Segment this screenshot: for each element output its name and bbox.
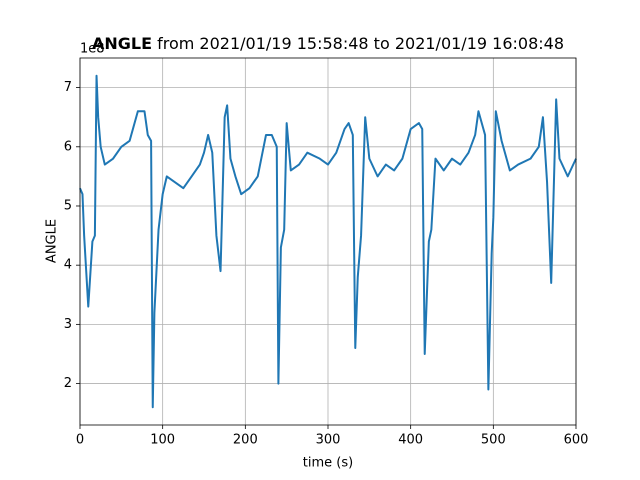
x-tick-label: 300 <box>316 433 341 448</box>
chart-title: ANGLE from 2021/01/19 15:58:48 to 2021/0… <box>92 34 564 53</box>
y-axis-label: ANGLE <box>45 219 60 263</box>
x-tick-label: 500 <box>481 433 506 448</box>
y-tick-label: 6 <box>64 139 72 154</box>
title-rest: from 2021/01/19 15:58:48 to 2021/01/19 1… <box>157 34 564 53</box>
tick-layer: 0 100 200 300 400 500 600 2 3 4 5 6 7 <box>64 80 589 447</box>
y-tick-label: 3 <box>64 317 72 332</box>
grid-layer <box>79 58 577 425</box>
x-tick-label: 600 <box>564 433 589 448</box>
x-tick-label: 400 <box>398 433 423 448</box>
plot-layer <box>79 74 577 409</box>
x-tick-label: 0 <box>76 433 84 448</box>
y-tick-label: 7 <box>64 80 72 95</box>
x-tick-label: 100 <box>150 433 175 448</box>
y-tick-label: 2 <box>64 376 72 391</box>
title-bold: ANGLE <box>92 34 152 53</box>
y-tick-label: 4 <box>64 258 72 273</box>
y-tick-label: 5 <box>64 198 72 213</box>
data-line <box>79 74 577 409</box>
offset-text: 1e8 <box>80 42 105 57</box>
x-tick-label: 200 <box>233 433 258 448</box>
x-axis-label: time (s) <box>303 456 353 471</box>
